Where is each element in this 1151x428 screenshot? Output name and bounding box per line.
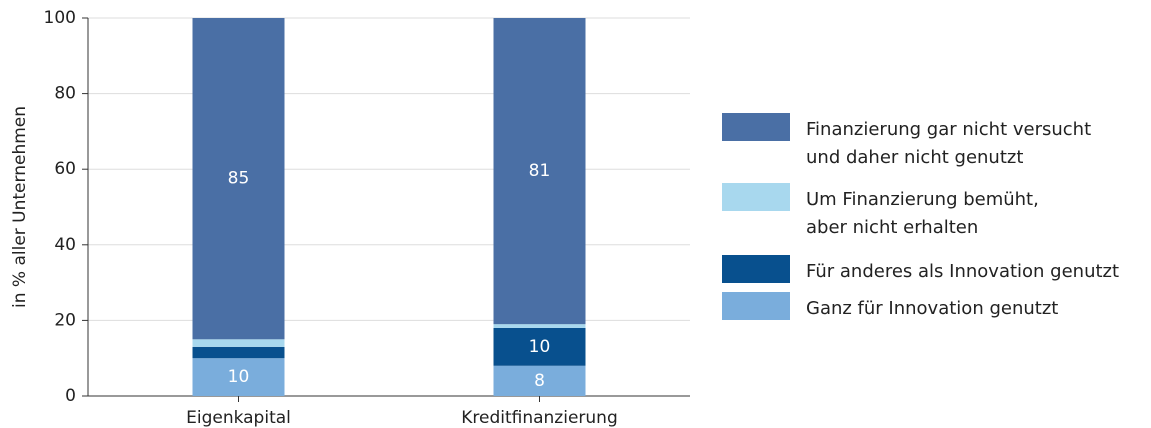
x-tick-label: Kreditfinanzierung: [461, 408, 618, 428]
legend-swatch: [722, 183, 790, 211]
y-tick-label: 0: [65, 386, 76, 406]
bar-segment: [192, 346, 285, 359]
legend-label: Um Finanzierung bemüht, aber nicht erhal…: [806, 189, 1039, 238]
data-label: 8: [534, 371, 545, 391]
bar-segment: [192, 358, 285, 396]
legend-swatch: [722, 255, 790, 283]
bar-segment: [493, 327, 586, 366]
data-label: 10: [529, 337, 551, 357]
bar-segment: [493, 365, 586, 396]
legend-label: Ganz für Innovation genutzt: [806, 298, 1059, 319]
data-label: 10: [228, 367, 250, 387]
y-tick-label: 20: [54, 310, 76, 330]
bar-segment: [192, 339, 285, 347]
legend-item: Ganz für Innovation genutzt: [722, 292, 1058, 323]
data-label: 85: [228, 169, 250, 189]
data-label: 81: [529, 161, 551, 181]
y-tick-label: 80: [54, 84, 76, 104]
legend-label: Finanzierung gar nicht versucht und dahe…: [806, 119, 1092, 168]
bar-segment: [192, 18, 285, 340]
y-tick-label: 100: [44, 8, 76, 28]
y-tick-label: 40: [54, 235, 76, 255]
legend-item: Für anderes als Innovation genutzt: [722, 255, 1119, 286]
legend-item: Finanzierung gar nicht versucht und dahe…: [722, 113, 1091, 172]
x-tick-label: Eigenkapital: [186, 408, 291, 428]
bar-segment: [493, 18, 586, 325]
bar-segment: [493, 324, 586, 328]
y-axis-label: in % aller Unternehmen: [10, 106, 30, 308]
legend-swatch: [722, 113, 790, 141]
legend-swatch: [722, 292, 790, 320]
legend-item: Um Finanzierung bemüht, aber nicht erhal…: [722, 183, 1039, 242]
y-tick-label: 60: [54, 159, 76, 179]
legend-label: Für anderes als Innovation genutzt: [806, 261, 1120, 282]
